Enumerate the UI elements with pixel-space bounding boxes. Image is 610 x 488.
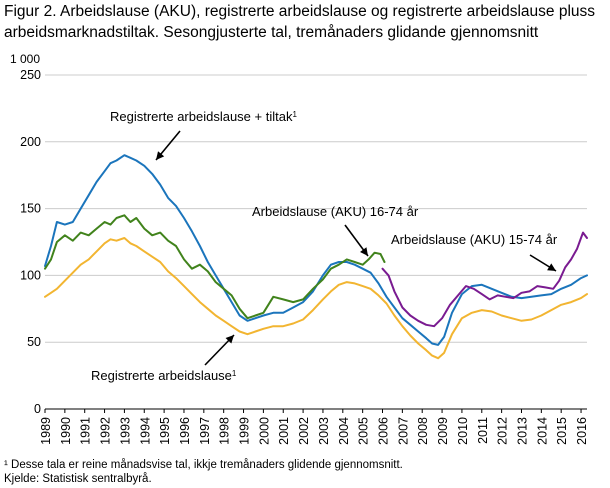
x-tick-label: 2012 [496,417,510,445]
annotation-arrowhead [225,335,234,344]
annotation-arrowhead [360,247,368,256]
series-line-blue [44,154,588,346]
x-tick-label: 1997 [198,417,212,445]
x-tick-label: 1992 [99,417,113,445]
x-tick-label: 2006 [377,417,391,445]
x-tick-label: 2000 [257,417,271,445]
x-tick-label: 2001 [277,417,291,445]
y-axis-ticks: 0 50 100 150 200 250 [20,68,41,416]
y-tick-label: 150 [20,202,41,216]
source-note: Kjelde: Statistisk sentralbyrå. [4,473,152,485]
annotation-blue: Registrerte arbeidslause + tiltak1 [110,109,297,124]
x-tick-label: 2004 [337,417,351,445]
y-tick-label: 200 [20,135,41,149]
x-tick-label: 2007 [396,417,410,445]
grid-lines [45,74,587,410]
x-tick-label: 2002 [297,417,311,445]
y-tick-label: 250 [20,68,41,82]
x-tick-label: 2013 [515,417,529,445]
annotation-superscript: 1 [292,110,297,119]
x-tick-label: 2015 [555,417,569,445]
annotation-superscript: 1 [232,369,237,378]
x-tick-label: 2016 [575,417,589,445]
x-tick-label: 2009 [436,417,450,445]
footnote: ¹ Desse tala er reine månadsvise tal, ik… [4,459,403,471]
x-tick-label: 1991 [79,417,93,445]
annotation-arrowhead [547,263,556,271]
x-tick-label: 2005 [357,417,371,445]
series-lines [44,154,588,360]
x-tick-label: 1990 [59,417,73,445]
x-tick-label: 2011 [476,417,490,444]
x-tick-label: 1994 [138,417,152,445]
x-tick-label: 1999 [238,417,252,445]
x-tick-label: 2010 [456,417,470,445]
series-line-yellow [44,237,588,360]
x-axis-ticks: 1989 1990 1991 1992 1993 1994 1995 1996 1997 1998… [39,409,589,445]
y-unit-label: 1 000 [10,52,41,66]
x-tick-label: 1989 [39,417,53,445]
x-tick-label: 2014 [535,417,549,445]
y-tick-label: 0 [34,402,41,416]
y-tick-label: 100 [20,268,41,282]
annotation-green: Arbeidslause (AKU) 16-74 år [252,204,419,219]
annotation-yellow: Registrerte arbeidslause1 [91,368,237,383]
annotations: Registrerte arbeidslause + tiltak1 Arbeid… [91,109,558,383]
y-tick-label: 50 [27,335,41,349]
x-tick-label: 1998 [218,417,232,445]
annotation-purple: Arbeidslause (AKU) 15-74 år [391,232,558,247]
series-line-green [44,214,386,320]
x-tick-label: 2003 [317,417,331,445]
x-tick-label: 1993 [118,417,132,445]
x-tick-label: 1996 [178,417,192,445]
series-line-purple [381,231,588,328]
x-tick-label: 1995 [158,417,172,445]
annotation-arrowhead [156,151,165,160]
x-tick-label: 2008 [416,417,430,445]
chart-title: Figur 2. Arbeidslause (AKU), registrerte… [4,3,596,41]
